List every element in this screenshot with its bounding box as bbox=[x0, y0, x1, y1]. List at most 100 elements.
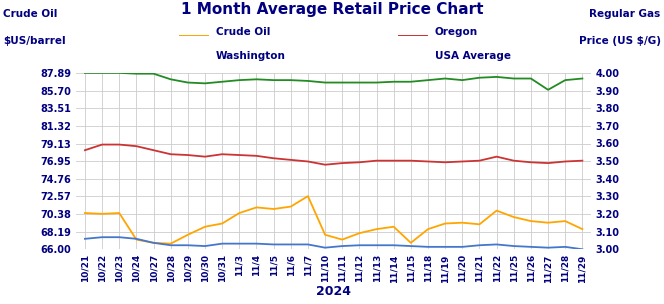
Washington bbox=[218, 80, 226, 84]
Washington bbox=[81, 71, 89, 75]
Crude Oil bbox=[116, 211, 124, 215]
USA Average bbox=[287, 243, 295, 246]
Oregon bbox=[578, 159, 586, 163]
USA Average bbox=[252, 242, 260, 245]
Washington bbox=[407, 80, 415, 84]
Crude Oil bbox=[493, 209, 501, 212]
Crude Oil bbox=[390, 225, 398, 229]
Oregon bbox=[373, 159, 380, 163]
USA Average bbox=[441, 245, 449, 249]
Oregon bbox=[98, 143, 106, 147]
USA Average bbox=[184, 244, 192, 247]
Crude Oil bbox=[201, 225, 209, 229]
Washington bbox=[527, 77, 535, 80]
Crude Oil bbox=[544, 221, 552, 225]
Oregon bbox=[510, 159, 518, 163]
USA Average bbox=[235, 242, 243, 245]
Oregon bbox=[201, 155, 209, 158]
Oregon bbox=[458, 160, 466, 163]
Washington bbox=[235, 78, 243, 82]
Text: $US/barrel: $US/barrel bbox=[3, 36, 66, 47]
Washington bbox=[201, 81, 209, 85]
Washington bbox=[510, 77, 518, 80]
Oregon bbox=[184, 153, 192, 157]
Washington bbox=[458, 78, 466, 82]
Washington bbox=[493, 75, 501, 79]
Washington bbox=[355, 81, 363, 85]
USA Average bbox=[98, 235, 106, 239]
Text: Crude Oil: Crude Oil bbox=[3, 9, 58, 19]
Crude Oil bbox=[287, 205, 295, 209]
USA Average bbox=[373, 244, 380, 247]
Washington bbox=[252, 78, 260, 81]
Line: Washington: Washington bbox=[85, 73, 582, 90]
USA Average bbox=[321, 246, 329, 250]
USA Average bbox=[561, 245, 569, 249]
Crude Oil bbox=[270, 207, 278, 211]
Washington bbox=[373, 81, 380, 85]
USA Average bbox=[81, 237, 89, 241]
Oregon bbox=[132, 144, 140, 148]
Text: Crude Oil: Crude Oil bbox=[216, 27, 270, 37]
Crude Oil bbox=[458, 221, 466, 225]
Oregon bbox=[390, 159, 398, 163]
Crude Oil bbox=[321, 233, 329, 237]
Crude Oil bbox=[184, 233, 192, 237]
Oregon bbox=[218, 152, 226, 156]
Text: Price (US $/G): Price (US $/G) bbox=[579, 36, 661, 47]
Text: Oregon: Oregon bbox=[435, 27, 478, 37]
Washington bbox=[578, 77, 586, 80]
Crude Oil bbox=[132, 238, 140, 241]
Oregon bbox=[304, 160, 312, 163]
Crude Oil bbox=[510, 215, 518, 219]
X-axis label: 2024: 2024 bbox=[316, 285, 351, 298]
Crude Oil bbox=[218, 222, 226, 225]
USA Average bbox=[390, 244, 398, 247]
Crude Oil bbox=[424, 227, 432, 231]
Oregon bbox=[235, 153, 243, 157]
USA Average bbox=[167, 244, 175, 247]
Washington bbox=[184, 81, 192, 85]
Washington bbox=[338, 81, 346, 85]
Crude Oil bbox=[441, 222, 449, 225]
Oregon bbox=[167, 152, 175, 156]
USA Average bbox=[510, 244, 518, 248]
Oregon bbox=[270, 157, 278, 160]
Crude Oil bbox=[561, 219, 569, 223]
USA Average bbox=[544, 246, 552, 250]
USA Average bbox=[149, 241, 157, 245]
Crude Oil bbox=[167, 242, 175, 245]
Line: USA Average: USA Average bbox=[85, 237, 582, 249]
Crude Oil bbox=[578, 227, 586, 231]
Text: Regular Gas: Regular Gas bbox=[590, 9, 661, 19]
Oregon bbox=[321, 163, 329, 167]
Oregon bbox=[149, 148, 157, 152]
Crude Oil bbox=[304, 194, 312, 198]
Text: USA Average: USA Average bbox=[435, 51, 511, 61]
USA Average bbox=[116, 235, 124, 239]
USA Average bbox=[218, 242, 226, 245]
Crude Oil bbox=[355, 231, 363, 235]
Oregon bbox=[561, 160, 569, 163]
Washington bbox=[561, 78, 569, 82]
Oregon bbox=[81, 148, 89, 152]
Line: Oregon: Oregon bbox=[85, 145, 582, 165]
USA Average bbox=[475, 244, 483, 247]
Crude Oil bbox=[407, 241, 415, 245]
USA Average bbox=[407, 244, 415, 248]
Oregon bbox=[527, 161, 535, 164]
Washington bbox=[132, 72, 140, 75]
USA Average bbox=[304, 243, 312, 246]
Crude Oil bbox=[252, 206, 260, 209]
USA Average bbox=[338, 244, 346, 248]
Washington bbox=[149, 72, 157, 75]
Crude Oil bbox=[527, 219, 535, 223]
Oregon bbox=[287, 158, 295, 162]
Crude Oil bbox=[373, 227, 380, 231]
Text: 1 Month Average Retail Price Chart: 1 Month Average Retail Price Chart bbox=[181, 2, 483, 16]
Crude Oil bbox=[81, 211, 89, 215]
USA Average bbox=[578, 247, 586, 251]
USA Average bbox=[355, 244, 363, 247]
USA Average bbox=[458, 245, 466, 249]
USA Average bbox=[493, 243, 501, 246]
